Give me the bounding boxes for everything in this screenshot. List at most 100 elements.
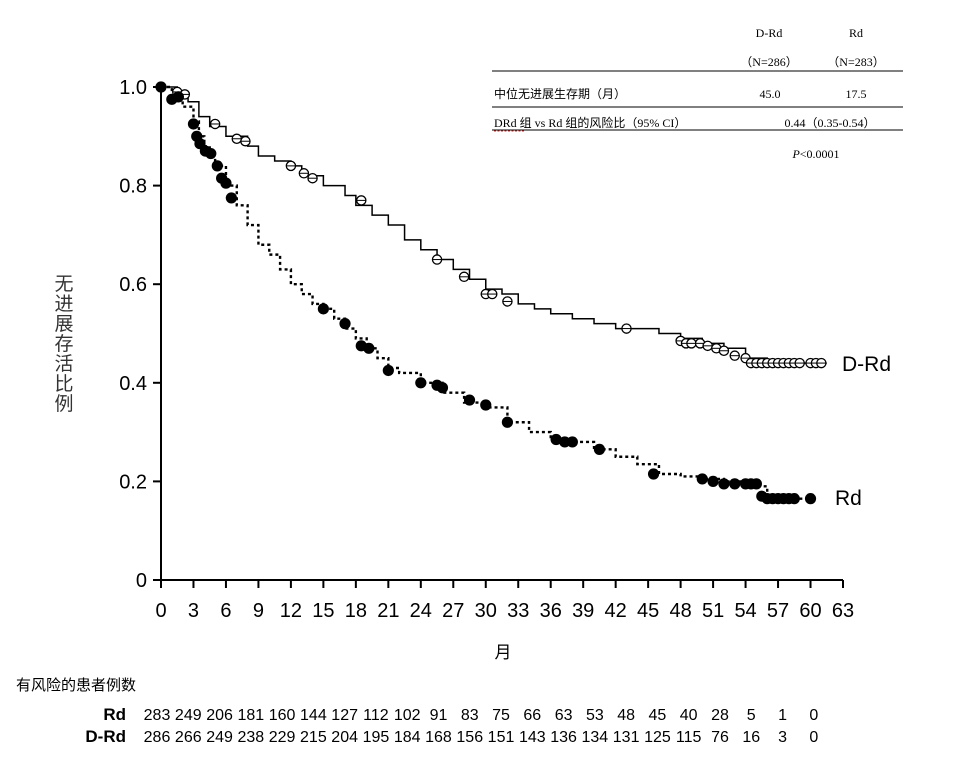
at-risk-value-d-rd: 215 [300, 729, 327, 746]
x-tick-label: 36 [540, 600, 562, 622]
censor-mark-rd [804, 493, 817, 505]
at-risk-value-rd: 0 [809, 707, 818, 724]
x-tick-label: 27 [442, 600, 464, 622]
at-risk-value-d-rd: 16 [742, 729, 760, 746]
at-risk-row-label-d-rd: D-Rd [85, 727, 126, 746]
x-tick-label: 30 [475, 600, 497, 622]
at-risk-value-rd: 181 [237, 707, 264, 724]
table-col-n-rd: （N=283） [827, 55, 884, 69]
at-risk-value-d-rd: 3 [778, 729, 787, 746]
censor-mark-rd [205, 147, 217, 160]
censor-mark-rd [501, 416, 514, 428]
x-tick-label: 54 [734, 600, 756, 622]
at-risk-value-rd: 28 [711, 707, 729, 724]
censor-mark-rd [593, 443, 606, 455]
at-risk-table: 有风险的患者例数 Rd D-Rd 283 249 206 181 160 144 127 11… [16, 677, 818, 746]
x-tick-label: 42 [605, 600, 627, 622]
y-tick-label: 0.2 [119, 471, 147, 493]
at-risk-value-d-rd: 238 [237, 729, 264, 746]
censor-mark-rd [211, 160, 223, 172]
y-tick-label: 0.8 [119, 176, 147, 198]
y-ticks: 0 0.2 0.4 0.6 0.8 1.0 [119, 77, 161, 592]
at-risk-value-rd: 206 [206, 707, 233, 724]
at-risk-value-rd: 63 [555, 707, 573, 724]
x-tick-label: 39 [572, 600, 594, 622]
x-tick-label: 33 [507, 600, 529, 622]
table-col-n-d-rd: （N=286） [740, 55, 797, 69]
x-tick-label: 60 [799, 600, 821, 622]
censor-mark-rd [225, 192, 237, 204]
x-tick-label: 24 [410, 600, 432, 622]
at-risk-value-d-rd: 168 [425, 729, 452, 746]
at-risk-value-d-rd: 156 [456, 729, 483, 746]
at-risk-values: 283 249 206 181 160 144 127 112 102 91 83 75 66 63 53 4… [144, 707, 819, 746]
censor-mark-rd [707, 475, 719, 487]
table-row2-label: DRd 组 vs Rd 组的风险比（95% CI） [494, 115, 686, 130]
x-tick-label: 51 [702, 600, 724, 622]
table-col-header-d-rd: D-Rd [756, 26, 783, 40]
at-risk-value-d-rd: 184 [394, 729, 421, 746]
table-row1-value-d-rd: 45.0 [760, 87, 781, 101]
at-risk-value-d-rd: 151 [488, 729, 515, 746]
censor-mark-rd [382, 364, 394, 377]
series-label-d-rd: D-Rd [842, 353, 891, 376]
at-risk-value-rd: 102 [394, 707, 421, 724]
x-tick-label: 3 [188, 600, 199, 622]
x-ticks: 0 3 6 9 12 15 18 21 24 27 30 33 36 39 42 45 48 51 54 57 60 63 [155, 580, 854, 622]
censor-mark-rd [788, 493, 800, 505]
at-risk-value-rd: 75 [492, 707, 510, 724]
at-risk-value-d-rd: 143 [519, 729, 546, 746]
y-tick-label: 0.4 [119, 373, 147, 395]
at-risk-value-rd: 112 [363, 707, 389, 724]
at-risk-value-rd: 66 [523, 707, 541, 724]
table-row1-value-rd: 17.5 [846, 87, 867, 101]
at-risk-value-d-rd: 115 [676, 729, 702, 746]
at-risk-value-rd: 144 [300, 707, 327, 724]
censor-mark-rd [647, 468, 660, 480]
y-tick-label: 0 [136, 570, 147, 592]
x-tick-label: 18 [345, 600, 367, 622]
at-risk-value-rd: 48 [617, 707, 635, 724]
at-risk-value-d-rd: 131 [613, 729, 640, 746]
y-tick-label: 0.6 [119, 274, 147, 296]
censor-mark-rd [363, 342, 375, 354]
plot-series [155, 81, 827, 505]
table-col-header-rd: Rd [849, 26, 863, 40]
x-tick-label: 57 [767, 600, 789, 622]
at-risk-value-rd: 249 [175, 707, 202, 724]
at-risk-value-rd: 83 [461, 707, 479, 724]
censor-mark-rd [729, 478, 741, 490]
at-risk-value-d-rd: 249 [206, 729, 233, 746]
x-tick-label: 45 [637, 600, 659, 622]
at-risk-value-d-rd: 195 [363, 729, 390, 746]
at-risk-value-d-rd: 204 [331, 729, 358, 746]
x-tick-label: 6 [220, 600, 231, 622]
table-row1-label: 中位无进展生存期（月） [494, 86, 626, 101]
at-risk-value-rd: 127 [331, 707, 358, 724]
summary-table: D-Rd Rd （N=286） （N=283） 中位无进展生存期（月） 45.0… [492, 26, 903, 161]
x-tick-label: 9 [253, 600, 264, 622]
at-risk-title: 有风险的患者例数 [16, 677, 136, 694]
x-tick-label: 21 [377, 600, 399, 622]
censor-mark-rd [696, 473, 708, 485]
at-risk-value-rd: 160 [269, 707, 296, 724]
censor-mark-rd [172, 91, 184, 103]
censor-mark-rd [480, 399, 492, 411]
x-tick-label: 0 [155, 600, 166, 622]
at-risk-value-d-rd: 286 [144, 729, 171, 746]
x-tick-label: 63 [832, 600, 854, 622]
censor-mark-rd [187, 118, 200, 130]
censor-mark-rd [317, 303, 329, 315]
censor-mark-rd [339, 318, 351, 330]
at-risk-value-d-rd: 125 [644, 729, 671, 746]
x-axis-title: 月 [495, 643, 512, 662]
censor-mark-rd [436, 382, 449, 394]
y-tick-label: 1.0 [119, 77, 147, 99]
censor-mark-rd [550, 433, 562, 446]
at-risk-value-d-rd: 229 [269, 729, 296, 746]
at-risk-value-d-rd: 0 [809, 729, 818, 746]
at-risk-value-rd: 91 [430, 707, 448, 724]
at-risk-value-rd: 53 [586, 707, 604, 724]
x-tick-label: 48 [669, 600, 691, 622]
table-row2-value: 0.44（0.35-0.54） [785, 116, 876, 130]
